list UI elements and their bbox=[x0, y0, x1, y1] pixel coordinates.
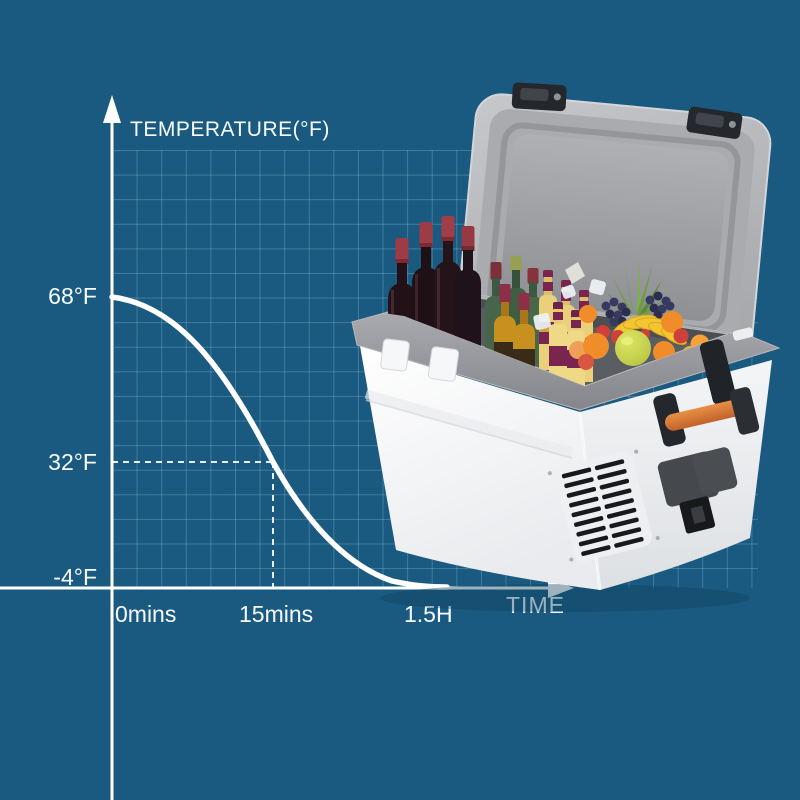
fruit-pile bbox=[569, 258, 710, 370]
ground-shadow bbox=[380, 584, 750, 612]
temperature-axis-label: TEMPERATURE(°F) bbox=[130, 118, 330, 141]
rim-clip-tab-mid bbox=[427, 346, 460, 382]
grapes bbox=[601, 291, 675, 327]
carry-handle bbox=[653, 339, 760, 495]
rim-clip-tab-right bbox=[732, 327, 754, 341]
ytick-68f: 68°F bbox=[48, 283, 97, 309]
lid-latch-left-icon bbox=[511, 82, 567, 112]
xtick-15mins: 15mins bbox=[239, 601, 314, 627]
lid-latch-right-icon bbox=[686, 106, 743, 139]
vent-grille bbox=[547, 449, 660, 562]
xtick-0mins: 0mins bbox=[115, 601, 177, 627]
cooling-curve bbox=[109, 294, 450, 590]
xtick-1-5h: 1.5H bbox=[404, 601, 453, 627]
ytick-32f: 32°F bbox=[48, 449, 97, 475]
rim-clip-tab-left bbox=[380, 338, 410, 372]
beer-bottles bbox=[539, 270, 593, 386]
handle-grip bbox=[664, 398, 750, 431]
y-axis-arrow-icon bbox=[103, 95, 121, 123]
time-axis-label: TIME bbox=[506, 592, 565, 618]
ice-cubes bbox=[533, 262, 606, 330]
ytick-minus4f: -4°F bbox=[53, 564, 97, 590]
